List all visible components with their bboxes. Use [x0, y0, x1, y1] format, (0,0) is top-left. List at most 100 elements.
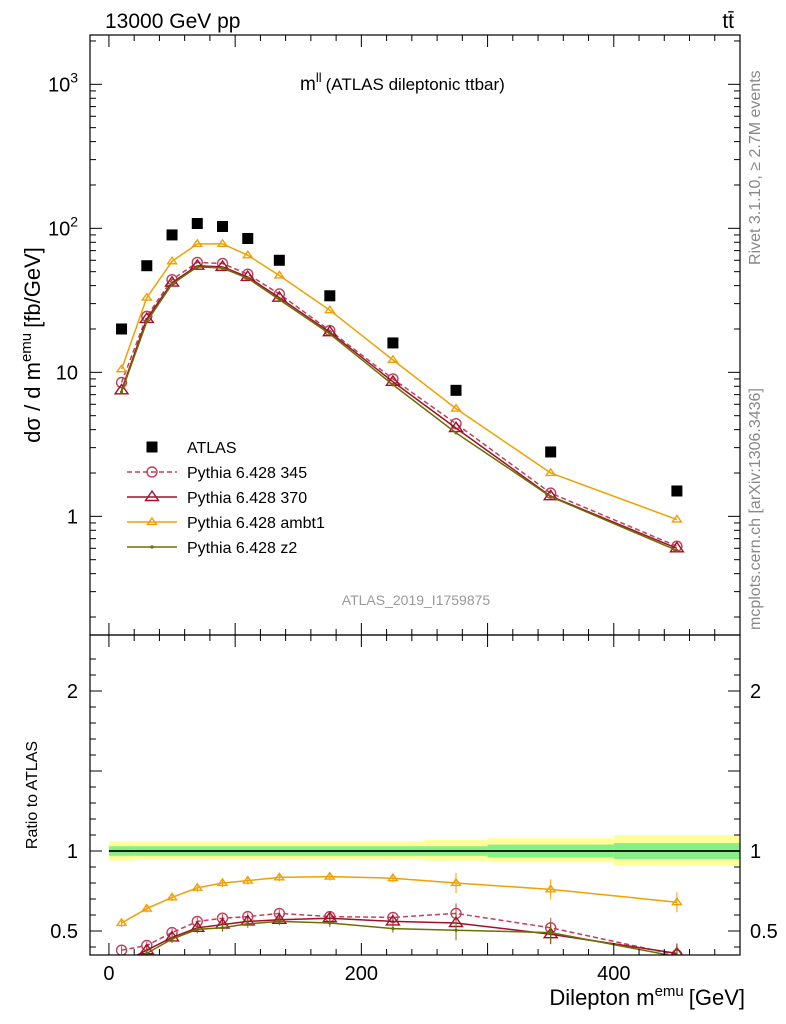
marker	[277, 297, 281, 302]
legend-item: Pythia 6.428 ambt1	[127, 515, 325, 532]
y-tick-label: 10	[56, 362, 78, 384]
marker	[391, 383, 395, 387]
ratio-panel-frame	[89, 634, 741, 956]
process-label: tt̄	[722, 10, 734, 33]
marker	[189, 258, 206, 270]
y-tick-label-exp: 2	[70, 213, 78, 229]
y-tick-label-base: 10	[48, 74, 70, 96]
marker	[450, 403, 462, 412]
legend-label: Pythia 6.428 ambt1	[187, 515, 325, 532]
marker	[115, 917, 128, 927]
x-tick-label: 400	[597, 963, 630, 985]
y-tick-label-base: 10	[56, 362, 78, 384]
marker	[214, 259, 231, 272]
legend-label: ATLAS	[187, 440, 237, 457]
marker	[216, 238, 229, 247]
legend-item: ATLAS	[146, 440, 237, 457]
marker	[195, 265, 199, 269]
data-point	[324, 290, 336, 302]
marker	[391, 927, 395, 931]
legend-item: Pythia 6.428 370	[127, 489, 307, 507]
y-tick-label-exp: 3	[70, 69, 78, 85]
marker	[170, 282, 174, 286]
data-point	[116, 323, 128, 335]
plot-title: mll (ATLAS dileptonic ttbar)	[300, 70, 505, 95]
series-pythia-6-428-345	[115, 256, 683, 552]
data-point	[242, 232, 254, 244]
x-label-sup: emu	[655, 983, 684, 1000]
analysis-watermark: ATLAS_2019_I1759875	[342, 592, 491, 608]
legend-item: Pythia 6.428 z2	[127, 540, 297, 557]
marker	[241, 249, 254, 259]
y-tick-label-base: 10	[48, 218, 70, 240]
ratio-line	[141, 920, 673, 955]
data-point	[141, 260, 153, 272]
data-point	[273, 254, 285, 266]
series-pythia-6-428-ambt1	[115, 238, 683, 523]
legend-marker	[150, 545, 154, 549]
y-tick-label: 1	[67, 841, 78, 863]
marker	[549, 495, 553, 499]
marker	[387, 872, 399, 882]
legend-label: Pythia 6.428 370	[187, 490, 307, 507]
series-line	[120, 243, 678, 521]
marker	[277, 919, 281, 924]
marker	[115, 376, 128, 389]
legend-marker	[146, 441, 158, 453]
data-point	[166, 229, 178, 241]
y-tick-label: 2	[67, 681, 78, 703]
marker	[387, 354, 399, 364]
marker	[145, 951, 149, 955]
series-pythia-6-428-370	[113, 258, 685, 553]
legend: ATLAS Pythia 6.428 345 Pythia 6.428 370 Pyt…	[127, 440, 325, 557]
marker	[273, 872, 286, 881]
main-y-label-text: dσ / d m	[20, 362, 45, 443]
ratio-series-pythia-6-428-345	[115, 903, 683, 955]
x-label-unit: [GeV]	[689, 985, 745, 1010]
data-point	[387, 337, 399, 349]
marker	[544, 467, 557, 477]
marker	[115, 957, 128, 966]
marker	[191, 238, 204, 247]
marker	[241, 875, 254, 884]
marker	[549, 931, 553, 935]
marker	[328, 332, 332, 336]
data-point	[450, 384, 462, 396]
marker	[328, 921, 332, 925]
marker	[670, 946, 683, 955]
mcplots-label: mcplots.cern.ch [arXiv:1306.3436]	[747, 388, 764, 630]
y-tick-label-right: 2	[750, 681, 761, 703]
data-point	[671, 485, 683, 497]
ratio-line	[121, 875, 677, 924]
plot-title-main: m	[300, 74, 316, 95]
data-point	[217, 220, 229, 232]
x-axis-label: Dilepton memu [GeV]	[549, 983, 745, 1010]
main-y-label-sup: emu	[18, 333, 35, 362]
ratio-series-pythia-6-428-z2	[141, 917, 678, 955]
marker	[145, 320, 149, 324]
marker	[246, 922, 250, 926]
legend-label: Pythia 6.428 345	[187, 465, 307, 482]
data-point	[191, 218, 203, 230]
plot-title-rest: (ATLAS dileptonic ttbar)	[326, 75, 505, 94]
legend-item: Pythia 6.428 345	[127, 465, 307, 482]
marker	[113, 383, 130, 395]
marker	[216, 877, 229, 887]
ratio-line	[121, 912, 678, 955]
legend-marker	[146, 516, 158, 526]
marker	[195, 927, 199, 932]
main-y-label-unit: [fb/GeV]	[20, 247, 45, 328]
rivet-label: Rivet 3.1.10, ≥ 2.7M events	[747, 70, 764, 265]
y-tick-label: 1	[67, 506, 78, 528]
legend-label: Pythia 6.428 z2	[187, 540, 297, 557]
marker	[323, 871, 336, 880]
series-line	[120, 264, 678, 549]
series-pythia-6-428-z2	[119, 265, 679, 553]
marker	[544, 884, 557, 893]
marker	[166, 256, 178, 265]
series-atlas	[116, 218, 683, 497]
legend-marker	[144, 489, 160, 502]
ratio-series-pythia-6-428-ambt1	[115, 871, 683, 927]
x-label-text: Dilepton m	[549, 985, 654, 1010]
